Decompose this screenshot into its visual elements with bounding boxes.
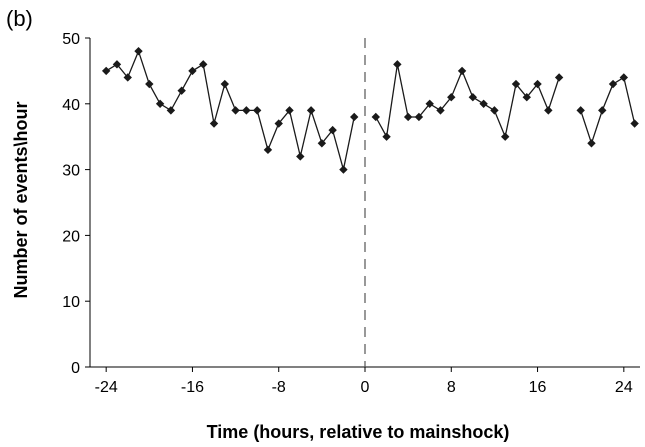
data-point (285, 106, 294, 115)
data-point (425, 99, 434, 108)
data-point (500, 132, 510, 141)
x-ticks: -24 -16 -8 0 8 16 24 (95, 367, 633, 396)
data-point (339, 165, 348, 174)
data-point (522, 93, 531, 102)
data-point (393, 60, 402, 69)
data-point (587, 139, 596, 148)
data-point (188, 66, 197, 76)
data-point (436, 106, 445, 115)
y-tick-label: 50 (62, 31, 80, 48)
data-point (317, 139, 327, 148)
data-point (544, 106, 553, 115)
data-point (199, 60, 208, 69)
data-point (112, 60, 122, 69)
y-axis-title: Number of events\hour (11, 101, 31, 298)
data-point (166, 106, 176, 115)
data-point (155, 99, 165, 108)
data-point (576, 106, 585, 115)
data-point (630, 119, 639, 128)
x-tick-label: -24 (95, 379, 118, 396)
data-point (533, 79, 542, 89)
data-point (403, 112, 413, 122)
data-point (242, 106, 251, 115)
data-point (209, 119, 219, 128)
data-point (371, 112, 380, 122)
x-axis-title: Time (hours, relative to mainshock) (207, 422, 510, 442)
series-line-2 (375, 64, 560, 139)
x-tick-label: 8 (447, 379, 456, 396)
data-point (123, 73, 132, 82)
data-point (382, 132, 391, 141)
data-point (350, 112, 359, 122)
data-point (145, 79, 154, 89)
x-tick-label: 16 (529, 379, 547, 396)
data-point (252, 106, 262, 115)
x-tick-label: 0 (361, 379, 370, 396)
data-point (598, 106, 607, 115)
data-point (101, 66, 111, 76)
panel-label: (b) (6, 6, 33, 31)
y-tick-label: 30 (62, 163, 80, 180)
data-point (447, 93, 456, 102)
data-point (220, 79, 230, 89)
data-point (619, 73, 629, 82)
data-point (414, 112, 424, 122)
data-point (328, 125, 337, 135)
data-point (468, 93, 478, 102)
y-tick-label: 20 (62, 228, 80, 245)
data-point (296, 152, 305, 161)
data-point (457, 66, 467, 76)
data-point (231, 106, 240, 115)
series-line-3 (580, 76, 636, 146)
data-point (490, 106, 499, 115)
y-tick-label: 10 (62, 294, 80, 311)
data-point (177, 86, 186, 95)
data-point (511, 79, 521, 89)
y-tick-label: 0 (71, 360, 80, 377)
data-point (274, 119, 283, 128)
y-ticks: 0 10 20 30 40 50 (62, 31, 90, 377)
data-point (554, 73, 564, 82)
data-point (306, 106, 316, 115)
data-point (263, 145, 273, 155)
y-tick-label: 40 (62, 97, 80, 114)
series-group (101, 46, 639, 174)
x-tick-label: -8 (272, 379, 286, 396)
x-tick-label: 24 (615, 379, 633, 396)
series-line-1 (105, 49, 355, 170)
data-point (479, 99, 488, 108)
x-tick-label: -16 (181, 379, 204, 396)
data-point (134, 46, 143, 56)
data-point (608, 79, 618, 89)
